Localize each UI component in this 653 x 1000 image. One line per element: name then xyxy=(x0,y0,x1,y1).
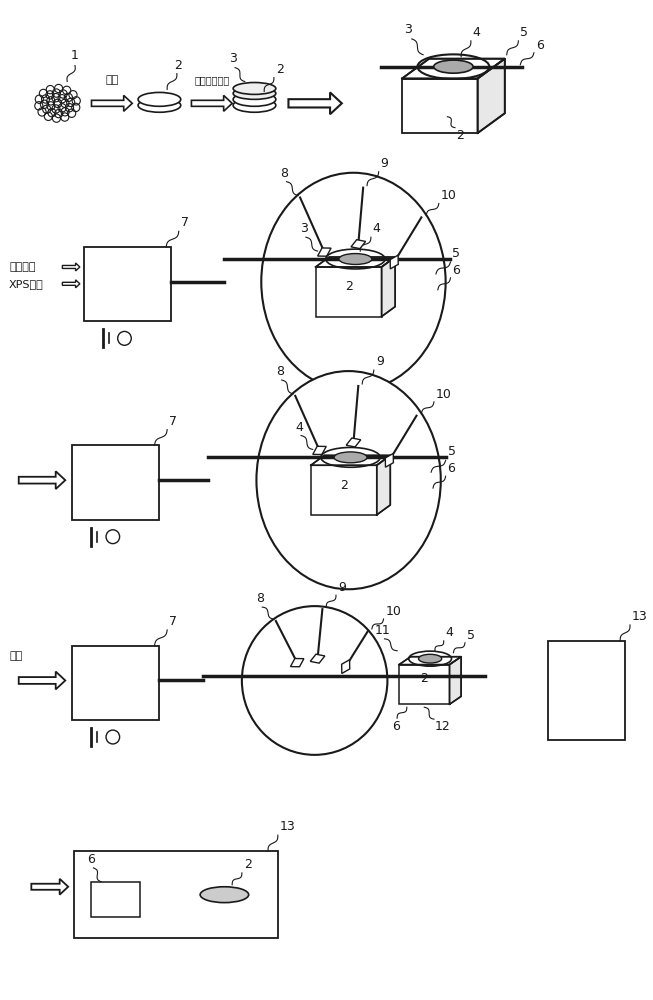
Text: 3: 3 xyxy=(229,52,237,65)
Polygon shape xyxy=(63,280,80,288)
Text: 9: 9 xyxy=(338,581,346,594)
Bar xyxy=(547,641,625,740)
Bar xyxy=(402,79,477,133)
Ellipse shape xyxy=(233,87,276,99)
Polygon shape xyxy=(289,92,342,114)
Text: XPS检测: XPS检测 xyxy=(9,279,44,289)
Polygon shape xyxy=(477,59,505,133)
Text: 2: 2 xyxy=(244,858,251,871)
Bar xyxy=(91,882,140,916)
Bar xyxy=(315,267,381,317)
Text: 10: 10 xyxy=(385,605,402,618)
Bar xyxy=(311,465,377,515)
Text: 6: 6 xyxy=(88,853,95,866)
Polygon shape xyxy=(381,257,395,317)
Polygon shape xyxy=(291,659,304,667)
Text: 2: 2 xyxy=(345,280,353,293)
Text: 9: 9 xyxy=(375,355,384,368)
Polygon shape xyxy=(390,255,398,269)
Text: 2: 2 xyxy=(276,63,283,76)
Polygon shape xyxy=(317,248,331,256)
Text: 7: 7 xyxy=(169,415,177,428)
Polygon shape xyxy=(449,657,461,704)
Text: 4: 4 xyxy=(473,26,481,39)
Text: 3: 3 xyxy=(404,23,412,36)
Text: 4: 4 xyxy=(445,626,453,639)
Text: 9: 9 xyxy=(381,157,389,170)
Polygon shape xyxy=(91,95,133,111)
Polygon shape xyxy=(19,471,65,489)
Text: 2: 2 xyxy=(421,672,428,685)
Text: 7: 7 xyxy=(181,216,189,229)
Text: 13: 13 xyxy=(632,610,648,623)
Text: 8: 8 xyxy=(276,365,283,378)
Polygon shape xyxy=(191,95,232,111)
Text: 6: 6 xyxy=(392,720,400,733)
Bar xyxy=(74,851,278,938)
Ellipse shape xyxy=(138,98,181,112)
Polygon shape xyxy=(311,455,390,465)
Bar xyxy=(399,665,449,704)
Text: 11: 11 xyxy=(375,624,390,637)
Text: 5: 5 xyxy=(447,445,456,458)
Polygon shape xyxy=(313,446,326,455)
Polygon shape xyxy=(342,660,350,673)
Bar xyxy=(84,247,171,321)
Text: 3: 3 xyxy=(300,222,308,235)
Text: 6: 6 xyxy=(536,39,544,52)
Polygon shape xyxy=(19,672,65,689)
Polygon shape xyxy=(385,453,393,467)
Circle shape xyxy=(242,606,387,755)
Polygon shape xyxy=(315,257,395,267)
Ellipse shape xyxy=(138,92,181,106)
Text: 5: 5 xyxy=(467,629,475,642)
Ellipse shape xyxy=(419,654,441,663)
Ellipse shape xyxy=(334,452,367,463)
Polygon shape xyxy=(310,654,325,663)
Text: 暴露于空气中: 暴露于空气中 xyxy=(194,75,229,85)
Text: 2: 2 xyxy=(456,129,464,142)
Ellipse shape xyxy=(233,92,276,106)
Text: 8: 8 xyxy=(257,592,264,605)
Text: 6: 6 xyxy=(447,462,455,475)
Ellipse shape xyxy=(434,60,473,73)
Text: 8: 8 xyxy=(281,167,289,180)
Ellipse shape xyxy=(261,173,445,391)
Ellipse shape xyxy=(339,254,372,264)
Text: 压片: 压片 xyxy=(105,75,118,85)
Text: 5: 5 xyxy=(453,247,460,260)
Text: 1: 1 xyxy=(71,49,79,62)
Ellipse shape xyxy=(233,98,276,112)
Text: 真空加热: 真空加热 xyxy=(9,262,35,272)
Text: 12: 12 xyxy=(435,720,451,733)
Text: 7: 7 xyxy=(169,615,177,628)
Text: 13: 13 xyxy=(279,820,295,833)
Polygon shape xyxy=(346,438,360,447)
Bar xyxy=(72,445,159,520)
Text: 2: 2 xyxy=(340,479,347,492)
Polygon shape xyxy=(402,59,505,79)
Polygon shape xyxy=(399,657,461,665)
Text: 4: 4 xyxy=(295,421,303,434)
Text: 10: 10 xyxy=(441,189,456,202)
Bar xyxy=(72,646,159,720)
Text: 5: 5 xyxy=(520,26,528,39)
Text: 10: 10 xyxy=(436,388,452,401)
Text: 6: 6 xyxy=(453,264,460,277)
Text: 传输: 传输 xyxy=(9,651,22,661)
Ellipse shape xyxy=(233,83,276,94)
Polygon shape xyxy=(63,263,80,271)
Polygon shape xyxy=(351,240,366,249)
Ellipse shape xyxy=(200,887,249,903)
Polygon shape xyxy=(377,455,390,515)
Text: 2: 2 xyxy=(174,59,182,72)
Ellipse shape xyxy=(257,371,441,589)
Text: 4: 4 xyxy=(373,222,381,235)
Polygon shape xyxy=(31,879,68,895)
